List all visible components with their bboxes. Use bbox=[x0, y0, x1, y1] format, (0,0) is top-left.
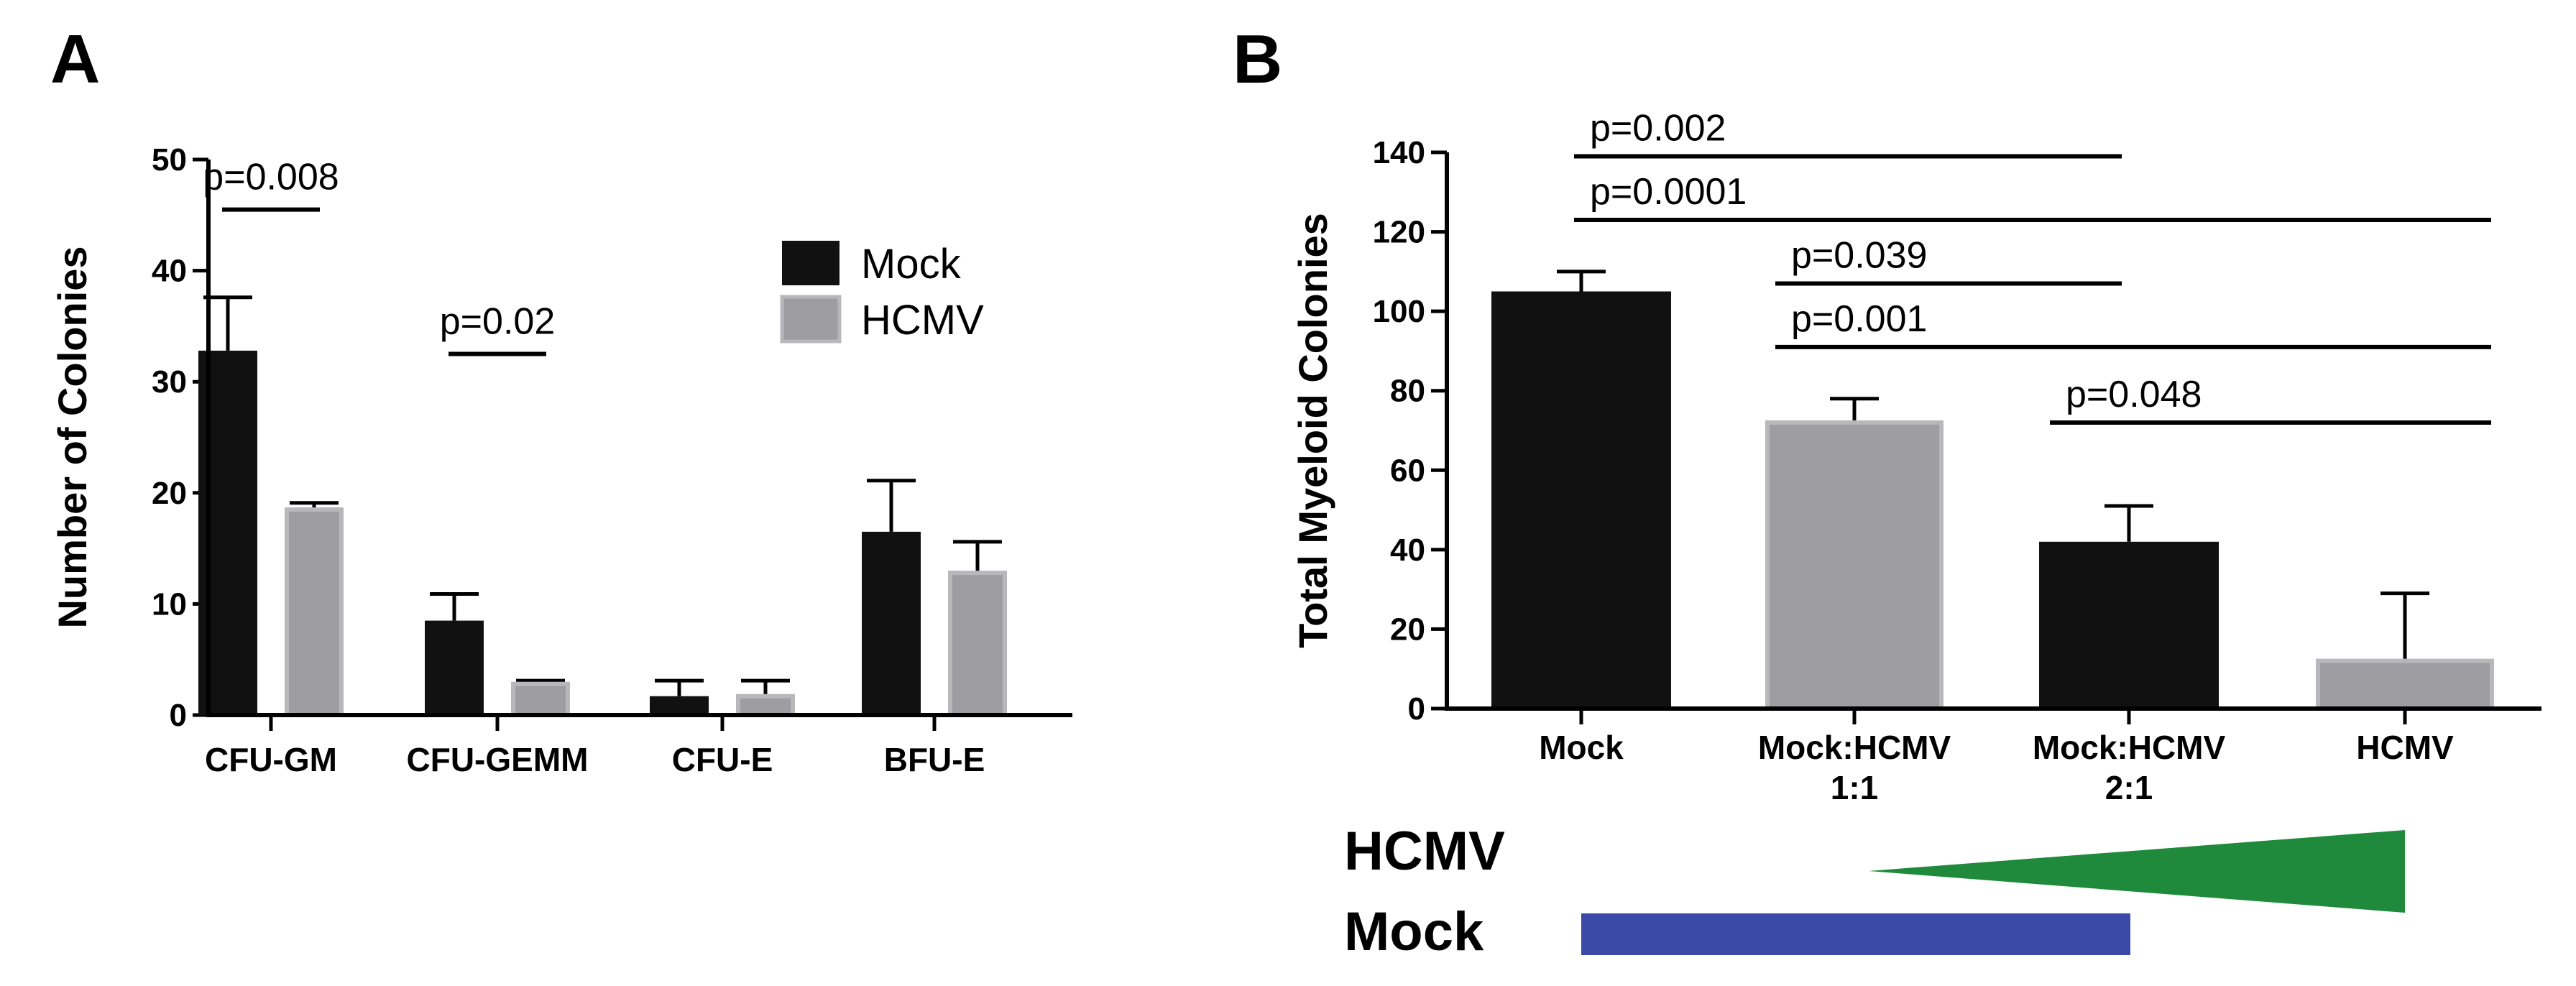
legend-swatch-mock bbox=[782, 241, 840, 285]
panel-a-legend: Mock HCMV bbox=[780, 241, 984, 344]
legend-swatch-hcmv bbox=[780, 295, 842, 344]
panel-b-y-tick-label: 120 bbox=[1373, 215, 1425, 250]
panel-b-y-tick-label: 140 bbox=[1373, 135, 1425, 170]
panel-b-p-value: p=0.039 bbox=[1791, 234, 1927, 276]
panel-a-y-tick-label: 10 bbox=[152, 586, 187, 622]
panel-b-label: B bbox=[1233, 21, 1282, 98]
panel-b-category-label: Mock:HCMV bbox=[1758, 729, 1951, 766]
panel-b-p-value: p=0.0001 bbox=[1590, 171, 1747, 213]
panel-a-bar-hcmv bbox=[511, 681, 570, 717]
panel-b-y-tick-label: 100 bbox=[1373, 294, 1425, 329]
panel-b-y-ticks: 0 20 40 60 80 100 120 140 bbox=[1373, 135, 1447, 727]
panel-b-category-label: 1:1 bbox=[1831, 769, 1878, 806]
panel-b-category-label: Mock bbox=[1539, 729, 1624, 766]
panel-a-y-tick-label: 40 bbox=[152, 254, 187, 289]
panel-a-bars bbox=[198, 295, 1007, 718]
panel-b-y-axis-label: Total Myeloid Colonies bbox=[1290, 213, 1335, 648]
panel-b-category-label: 2:1 bbox=[2105, 769, 2153, 806]
panel-a-y-tick-label: 50 bbox=[152, 142, 187, 178]
panel-b-y-tick-label: 60 bbox=[1390, 453, 1425, 488]
panel-a-bar-mock bbox=[862, 531, 921, 715]
panel-a-category-label: CFU-E bbox=[672, 741, 773, 778]
panel-a-y-axis-label: Number of Colonies bbox=[50, 246, 95, 628]
panel-b-y-tick-label: 20 bbox=[1390, 612, 1425, 647]
panel-b-significance: p=0.002 p=0.0001 p=0.039 p=0.001 p=0.048 bbox=[1574, 108, 2491, 425]
panel-b-bar bbox=[2039, 541, 2219, 709]
panel-a-category-label: CFU-GM bbox=[205, 741, 337, 778]
panel-a-y-tick-label: 20 bbox=[152, 476, 187, 511]
panel-b-y-tick-label: 0 bbox=[1408, 691, 1425, 727]
panel-b-p-value: p=0.001 bbox=[1791, 298, 1927, 340]
panel-a-category-label: CFU-GEMM bbox=[407, 741, 589, 778]
panel-a-bar-hcmv bbox=[948, 571, 1007, 717]
panel-a-label: A bbox=[50, 21, 100, 98]
panel-b-p-value: p=0.048 bbox=[2066, 374, 2202, 415]
hcmv-gradient-label: HCMV bbox=[1344, 821, 1505, 882]
mock-gradient-label: Mock bbox=[1344, 901, 1484, 962]
panel-a-category-label: BFU-E bbox=[884, 741, 985, 778]
panel-b-gradient-legend: HCMV Mock bbox=[1344, 821, 2405, 962]
panel-b-category-label: Mock:HCMV bbox=[2033, 729, 2226, 766]
panel-a-bar-hcmv bbox=[285, 507, 344, 717]
panel-a-y-tick-label: 0 bbox=[170, 698, 187, 733]
panel-a-category-labels: CFU-GM CFU-GEMM CFU-E BFU-E bbox=[205, 715, 985, 778]
panel-a-significance: p=0.008 p=0.02 bbox=[203, 157, 556, 356]
mock-gradient-bar bbox=[1581, 913, 2130, 955]
panel-b-bar bbox=[1765, 420, 1944, 711]
panel-b-p-value: p=0.002 bbox=[1590, 108, 1726, 149]
panel-a-p-value: p=0.008 bbox=[203, 157, 339, 198]
panel-b-y-tick-label: 40 bbox=[1390, 533, 1425, 568]
hcmv-gradient-wedge bbox=[1869, 830, 2405, 913]
panel-b-bar bbox=[1491, 291, 1671, 709]
panel-b-chart: B Total Myeloid Colonies 0 20 40 60 80 100 120… bbox=[1233, 21, 2542, 962]
panel-a-y-tick-label: 30 bbox=[152, 364, 187, 400]
legend-label-hcmv: HCMV bbox=[861, 297, 984, 344]
panel-b-bar bbox=[2316, 658, 2494, 711]
panel-b-category-label: HCMV bbox=[2356, 729, 2454, 766]
panel-a-p-value: p=0.02 bbox=[440, 301, 556, 343]
panel-a-bar-hcmv bbox=[736, 694, 795, 718]
panel-a-bar-mock bbox=[650, 696, 709, 715]
panel-b-bars bbox=[1491, 269, 2494, 711]
panel-b-y-tick-label: 80 bbox=[1390, 374, 1425, 409]
panel-a-bar-mock bbox=[425, 620, 484, 715]
legend-label-mock: Mock bbox=[861, 241, 962, 287]
